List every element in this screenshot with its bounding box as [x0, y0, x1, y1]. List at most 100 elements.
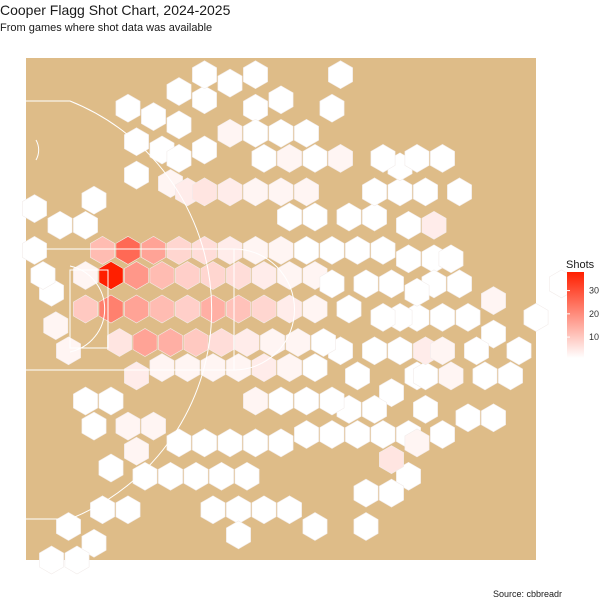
hex-bin-6: [47, 210, 73, 240]
hex-bin-107: [39, 545, 64, 575]
hex-bin-111: [294, 386, 319, 416]
free-throw-key: [26, 248, 235, 371]
hex-bin-28: [277, 144, 302, 173]
hex-bin-63: [362, 336, 387, 366]
hex-bin-75: [413, 361, 438, 391]
hex-bin-71: [319, 420, 345, 449]
hex-bin-76: [430, 303, 455, 332]
hex-bin-92: [353, 478, 379, 508]
hex-bin-23: [268, 118, 294, 148]
hex-bin-112: [319, 386, 345, 416]
hex-bin-24: [217, 118, 243, 148]
hex-bin-94: [302, 512, 328, 541]
hex-bin-147: [226, 261, 251, 290]
hex-bin-15: [166, 110, 192, 140]
hex-bin-7: [73, 210, 98, 240]
hex-bin-70: [345, 420, 370, 449]
hex-bin-151: [90, 236, 115, 265]
legend-ticks: 10 20 30: [567, 286, 599, 342]
hex-bin-101: [158, 461, 183, 491]
hex-bin-119: [175, 353, 200, 382]
hex-bin-120: [149, 353, 175, 382]
hex-bin-49: [404, 144, 430, 173]
chart-caption: Source: cbbreadr: [492, 589, 562, 599]
hex-bin-103: [115, 495, 141, 525]
hex-bin-57: [438, 244, 464, 274]
hex-bin-182: [430, 336, 455, 366]
hex-bin-156: [217, 236, 243, 265]
hex-bin-116: [251, 353, 277, 382]
hex-bin-93: [353, 512, 379, 541]
hex-bin-108: [64, 545, 90, 575]
hex-bin-168: [192, 428, 217, 458]
hex-bin-80: [523, 303, 549, 332]
legend-tick-label-10: 10: [589, 332, 599, 342]
hex-bin-127: [234, 328, 260, 357]
hex-bin-134: [149, 294, 175, 324]
hex-bin-140: [302, 294, 328, 324]
hex-bin-52: [421, 210, 447, 240]
hex-bin-78: [481, 319, 506, 349]
hex-bin-145: [175, 261, 200, 290]
hex-bin-121: [124, 361, 149, 391]
hex-bin-173: [234, 461, 260, 491]
court-lines: [26, 100, 295, 520]
hex-bin-110: [268, 386, 294, 416]
hex-bin-171: [268, 428, 294, 458]
hex-bin-95: [277, 495, 302, 525]
hex-bin-174: [379, 445, 404, 474]
hex-bin-104: [90, 495, 115, 525]
hex-bin-113: [302, 353, 328, 382]
hex-bin-144: [149, 261, 175, 290]
hex-bin-8: [81, 185, 107, 215]
hex-bin-176: [413, 395, 438, 424]
chart-title: Cooper Flagg Shot Chart, 2024-2025: [0, 2, 231, 18]
rim-arc: [35, 139, 40, 161]
hex-bin-142: [98, 261, 124, 290]
hex-bin-91: [379, 478, 404, 508]
hex-bin-136: [200, 294, 226, 324]
hex-bin-79: [506, 336, 532, 366]
hex-bin-58: [447, 269, 472, 299]
hex-bin-45: [362, 177, 387, 207]
hex-bin-141: [73, 261, 98, 290]
hex-bin-22: [268, 85, 294, 115]
hex-bin-38: [294, 177, 319, 207]
hex-bin-125: [183, 328, 209, 357]
three-point-line: [26, 100, 213, 520]
hex-bin-165: [98, 386, 124, 416]
hex-bin-166: [73, 386, 98, 416]
hex-bin-177: [370, 303, 396, 332]
hex-bin-50: [430, 144, 455, 173]
hex-bin-161: [141, 411, 166, 441]
hex-bin-36: [243, 177, 268, 207]
hex-bin-51: [447, 177, 472, 207]
hex-bin-152: [115, 236, 141, 265]
hex-bin-40: [277, 202, 302, 232]
hex-bin-17: [192, 85, 217, 115]
hex-bin-184: [370, 144, 396, 173]
hex-bin-44: [362, 202, 387, 232]
hex-bin-160: [115, 411, 141, 441]
hex-bin-3: [30, 261, 56, 290]
hex-bin-170: [243, 428, 268, 458]
hex-bin-85: [498, 361, 523, 391]
hex-bin-172: [209, 461, 234, 491]
hex-bin-100: [183, 461, 209, 491]
hex-bin-130: [311, 328, 336, 357]
hex-bin-27: [251, 144, 277, 173]
hex-bin-72: [294, 420, 319, 449]
hex-bin-96: [251, 495, 277, 525]
chart-subtitle: From games where shot data was available: [0, 22, 213, 34]
hex-bin-102: [132, 461, 158, 491]
hex-bin-117: [226, 353, 251, 382]
hex-bin-32: [166, 144, 192, 173]
hex-bin-19: [217, 68, 243, 98]
hex-bin-149: [277, 261, 302, 290]
legend-tick-label-20: 20: [589, 309, 599, 319]
hex-bin-105: [81, 528, 107, 558]
hex-bin-88: [481, 403, 506, 433]
hex-bin-167: [81, 411, 107, 441]
legend-colorbar: [567, 272, 584, 358]
hex-bin-35: [217, 177, 243, 207]
